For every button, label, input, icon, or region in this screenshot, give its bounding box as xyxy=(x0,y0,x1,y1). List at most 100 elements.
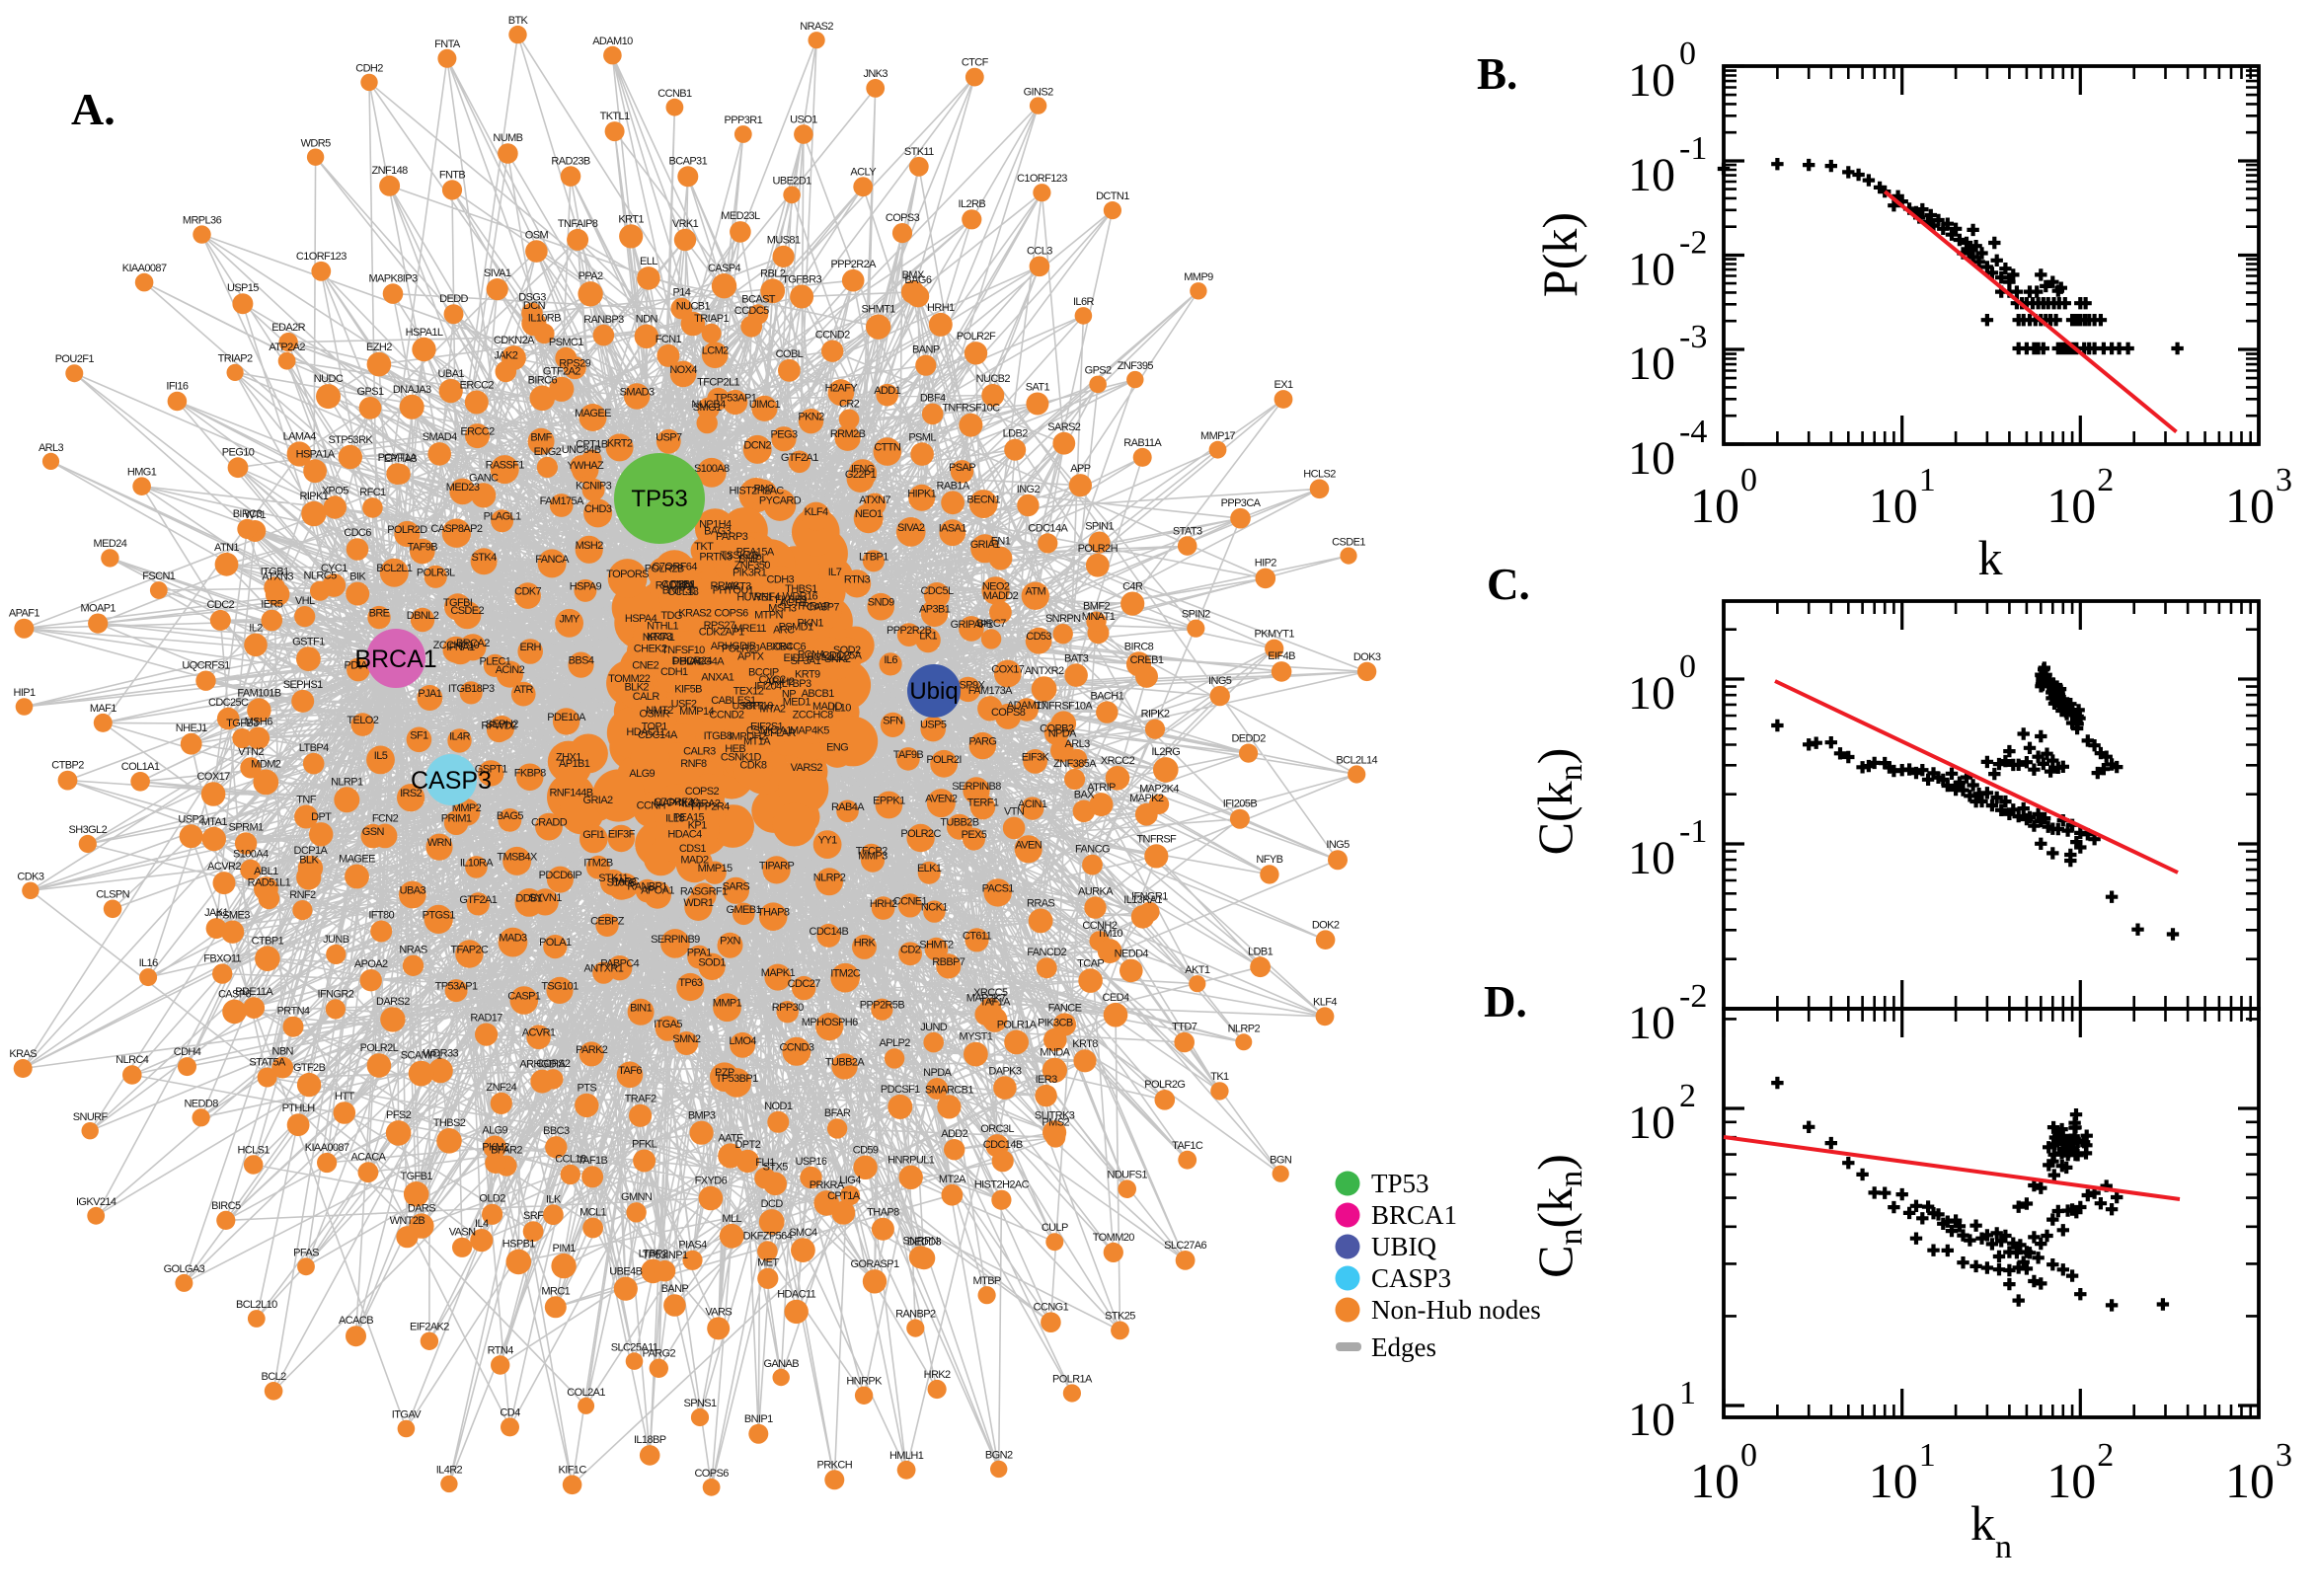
svg-text:PKN2: PKN2 xyxy=(798,412,824,423)
svg-text:MLL: MLL xyxy=(722,1213,741,1225)
svg-text:LAMA4: LAMA4 xyxy=(283,431,317,443)
svg-text:TRAF2: TRAF2 xyxy=(625,1094,656,1105)
svg-text:BIRC7: BIRC7 xyxy=(976,618,1006,630)
svg-text:C(kn): C(kn) xyxy=(1527,748,1589,856)
svg-text:SNRPN: SNRPN xyxy=(1045,613,1081,625)
svg-text:BRCA1: BRCA1 xyxy=(354,646,436,673)
svg-text:CSNK1D: CSNK1D xyxy=(721,752,762,764)
svg-text:MTPN: MTPN xyxy=(754,610,783,622)
svg-text:IER3: IER3 xyxy=(1036,1074,1058,1086)
svg-text:TTD7: TTD7 xyxy=(1172,1022,1197,1033)
svg-text:CASP6: CASP6 xyxy=(218,989,252,1001)
svg-text:KLF4: KLF4 xyxy=(1313,996,1337,1008)
svg-text:TP53AP1: TP53AP1 xyxy=(435,981,478,993)
svg-text:BCL2L10: BCL2L10 xyxy=(236,1299,277,1311)
svg-text:GSPT1: GSPT1 xyxy=(475,763,508,775)
svg-text:PEA15: PEA15 xyxy=(673,811,705,823)
svg-text:BFAR: BFAR xyxy=(824,1107,851,1119)
svg-text:BMF: BMF xyxy=(530,431,552,443)
svg-text:PSMD1: PSMD1 xyxy=(779,622,813,634)
svg-text:NEDD4: NEDD4 xyxy=(1115,949,1149,960)
svg-text:10: 10 xyxy=(1628,338,1675,390)
svg-text:HSPB1: HSPB1 xyxy=(502,1239,536,1251)
svg-text:MAP4K4: MAP4K4 xyxy=(654,798,693,809)
svg-text:D.: D. xyxy=(1484,977,1527,1026)
svg-text:-3: -3 xyxy=(1679,319,1707,355)
svg-text:BRE: BRE xyxy=(369,608,390,620)
svg-text:10: 10 xyxy=(1628,149,1675,201)
svg-text:S100B: S100B xyxy=(606,876,636,888)
svg-text:CSDE2: CSDE2 xyxy=(450,605,484,617)
svg-text:ANTXR2: ANTXR2 xyxy=(1025,665,1064,677)
svg-text:-4: -4 xyxy=(1679,414,1707,450)
svg-text:NTHL1: NTHL1 xyxy=(647,621,678,633)
svg-text:IRS2: IRS2 xyxy=(400,788,423,799)
svg-text:HIP1: HIP1 xyxy=(13,687,36,699)
svg-text:UNC84B: UNC84B xyxy=(562,444,601,456)
svg-text:CASP1: CASP1 xyxy=(507,991,541,1003)
svg-text:C.: C. xyxy=(1487,560,1530,609)
svg-text:NEO2: NEO2 xyxy=(982,580,1010,592)
svg-text:NPDA: NPDA xyxy=(923,1067,952,1079)
svg-text:POLR2D: POLR2D xyxy=(387,524,427,536)
svg-text:EZH2: EZH2 xyxy=(366,342,392,353)
svg-text:CASP3: CASP3 xyxy=(1371,1263,1451,1293)
svg-text:10: 10 xyxy=(2225,478,2275,533)
svg-text:STP53RK: STP53RK xyxy=(328,434,373,446)
svg-text:COX17: COX17 xyxy=(197,771,231,783)
svg-text:PKN1: PKN1 xyxy=(798,617,824,629)
svg-text:UBIQ: UBIQ xyxy=(1371,1232,1436,1261)
svg-text:0: 0 xyxy=(1740,462,1757,498)
svg-text:PMS2: PMS2 xyxy=(1042,1116,1069,1128)
svg-text:KIF1C: KIF1C xyxy=(559,1465,587,1477)
svg-text:STK11: STK11 xyxy=(598,873,628,884)
svg-text:GMNN: GMNN xyxy=(621,1191,653,1203)
svg-text:GRIA2: GRIA2 xyxy=(582,795,612,806)
svg-text:BANP: BANP xyxy=(912,344,940,356)
svg-text:GTF2A1: GTF2A1 xyxy=(781,452,818,464)
svg-text:BAG5: BAG5 xyxy=(497,810,523,822)
svg-text:RNF144B: RNF144B xyxy=(549,788,592,799)
svg-text:PCYT1A: PCYT1A xyxy=(378,452,418,464)
svg-text:FAM101B: FAM101B xyxy=(237,687,280,699)
svg-text:TMSB4X: TMSB4X xyxy=(497,851,538,863)
svg-text:ERCC2: ERCC2 xyxy=(460,380,495,392)
svg-text:KRT10: KRT10 xyxy=(742,701,774,713)
svg-text:USP5: USP5 xyxy=(920,720,947,731)
svg-text:BGN: BGN xyxy=(1270,1155,1292,1167)
svg-text:COPB2: COPB2 xyxy=(1040,722,1074,734)
svg-text:P14: P14 xyxy=(673,287,691,299)
svg-text:PSMC1: PSMC1 xyxy=(549,337,583,348)
svg-text:SIVA1: SIVA1 xyxy=(484,267,511,279)
svg-text:CDK8: CDK8 xyxy=(739,759,766,771)
svg-text:GINS2: GINS2 xyxy=(1024,86,1053,98)
svg-text:ACIN2: ACIN2 xyxy=(496,664,525,676)
svg-text:SNURF: SNURF xyxy=(73,1111,109,1123)
svg-text:ACVR1: ACVR1 xyxy=(522,1027,556,1039)
svg-text:JUND: JUND xyxy=(920,1022,948,1033)
svg-text:PDCD6IP: PDCD6IP xyxy=(539,870,582,881)
svg-text:PKM2: PKM2 xyxy=(482,1141,509,1153)
svg-text:10: 10 xyxy=(1628,1097,1675,1149)
svg-text:VRK1: VRK1 xyxy=(672,218,699,230)
svg-text:GFI1: GFI1 xyxy=(582,829,605,841)
svg-text:HDAC11: HDAC11 xyxy=(626,726,664,738)
svg-text:WRN: WRN xyxy=(427,837,452,849)
svg-text:POLR2L: POLR2L xyxy=(360,1042,399,1054)
svg-text:MADD: MADD xyxy=(812,701,843,713)
svg-text:2: 2 xyxy=(2097,1437,2114,1474)
svg-text:CDKN2A: CDKN2A xyxy=(494,335,535,346)
svg-text:FLI1: FLI1 xyxy=(755,1157,775,1169)
svg-text:k: k xyxy=(1970,1495,1995,1551)
svg-text:CDC5L: CDC5L xyxy=(920,585,954,597)
svg-text:EIF2AK2: EIF2AK2 xyxy=(410,1322,449,1333)
svg-text:RTN4: RTN4 xyxy=(488,1344,514,1356)
svg-text:IL2RG: IL2RG xyxy=(1151,746,1180,758)
svg-text:LMO4: LMO4 xyxy=(729,1035,756,1047)
svg-text:CTTN: CTTN xyxy=(874,442,901,454)
svg-text:IL4: IL4 xyxy=(475,1218,489,1230)
svg-text:MED23L: MED23L xyxy=(721,210,760,222)
svg-text:SLC27A6: SLC27A6 xyxy=(1164,1240,1206,1252)
svg-text:MAP2K7: MAP2K7 xyxy=(966,992,1006,1004)
svg-text:10: 10 xyxy=(1628,244,1675,296)
